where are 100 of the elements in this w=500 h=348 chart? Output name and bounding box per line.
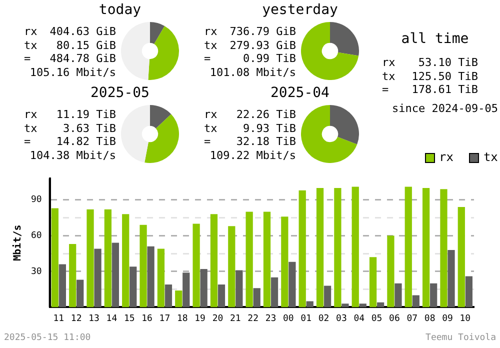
x-tick-label: 15 [124,314,135,324]
x-tick-label: 13 [88,314,100,324]
text: = 14.82 TiB [24,135,116,148]
x-tick-label: 05 [371,314,382,324]
x-tick-label: 16 [142,314,152,324]
chart-title: 2025-04 [269,85,330,101]
y-tick-label: 60 [30,230,42,241]
bar [263,212,271,308]
text: = 178.61 TiB [382,83,478,96]
bar [387,236,394,308]
bar [140,224,147,308]
x-tick-label: 02 [318,314,330,324]
x-tick-label: 23 [265,314,276,324]
text: tx 125.50 TiB [382,70,478,82]
y-tick-label: 30 [30,266,42,277]
bar [236,270,243,308]
chart-title: 2025-05 [89,85,150,101]
y-axis-title: Mbit/s [12,224,24,261]
bar [288,262,296,308]
text: 109.22 Mbit/s [208,148,296,162]
chart-title: yesterday [261,2,339,18]
text: tx 9.93 TiB [204,122,296,134]
bar [430,283,438,308]
x-tick-label: 21 [230,314,241,324]
legend-label: tx [483,150,498,164]
bar [246,212,253,308]
x-tick-label: 12 [70,314,82,324]
text: = 32.18 TiB [204,135,296,148]
x-tick-label: 11 [53,314,64,324]
text: 101.08 Mbit/s [208,66,296,79]
bar [458,207,465,308]
bar [76,280,84,308]
text: rx 404.63 GiB [24,25,116,38]
bar [334,188,342,308]
x-tick-label: 01 [300,314,312,324]
y-tick-label: 90 [30,195,42,206]
x-tick-label: 10 [460,314,471,324]
bar [218,284,226,308]
text: 105.16 Mbit/s [28,66,116,79]
bar [440,189,448,308]
chart-title: today [98,2,142,18]
text: 104.38 Mbit/s [28,148,116,162]
bar [465,276,472,308]
bar [253,288,260,308]
bar [104,209,112,308]
text: = 0.99 TiB [204,52,296,65]
x-tick-label: 20 [212,314,224,324]
bar [316,188,324,308]
x-tick-label: 03 [336,314,347,324]
bar [86,209,94,308]
bar [324,286,332,308]
bar [298,190,306,308]
bar [200,269,208,308]
text: = 484.78 GiB [24,52,116,65]
bar [342,304,349,308]
legend-label: rx [439,150,454,164]
text: tx 80.15 GiB [24,38,116,52]
bar [448,250,455,308]
text: all time [400,31,470,47]
x-tick-label: 17 [159,314,170,324]
bar [69,244,76,308]
bar [210,214,218,308]
text: 2025-05-15 11:00 [4,333,91,343]
bar [281,216,288,308]
bar [192,224,200,308]
bar [157,248,165,308]
bar [164,284,172,308]
bar [412,295,420,308]
x-tick-label: 04 [354,314,365,324]
x-tick-label: 19 [194,314,206,324]
x-tick-label: 14 [106,314,118,324]
text: rx 22.26 TiB [204,108,296,121]
bar [352,186,359,308]
bar [147,246,154,308]
x-tick-label: 08 [424,314,436,324]
text: Teemu Toivola [426,333,496,343]
bar [51,208,58,308]
bar [58,264,66,308]
text: rx 11.19 TiB [24,108,116,121]
bar [359,304,366,308]
text: rx 53.10 TiB [382,56,478,69]
text: since 2024-09-05 [391,102,498,116]
bar [369,257,377,308]
text: rx 736.79 GiB [204,25,296,38]
x-tick-label: 09 [442,314,453,324]
bar [306,301,314,308]
bar [376,302,384,308]
text: tx 279.93 GiB [204,38,296,52]
x-tick-label: 22 [248,314,259,324]
bar [130,266,137,308]
bar [182,272,190,308]
bar [270,277,278,308]
bar [422,188,430,308]
bar [404,186,412,308]
bar [112,242,120,308]
bar [175,290,182,308]
bar [94,248,102,308]
x-tick-label: 07 [406,314,418,324]
bar [228,226,236,308]
text: tx 3.63 TiB [24,122,116,134]
